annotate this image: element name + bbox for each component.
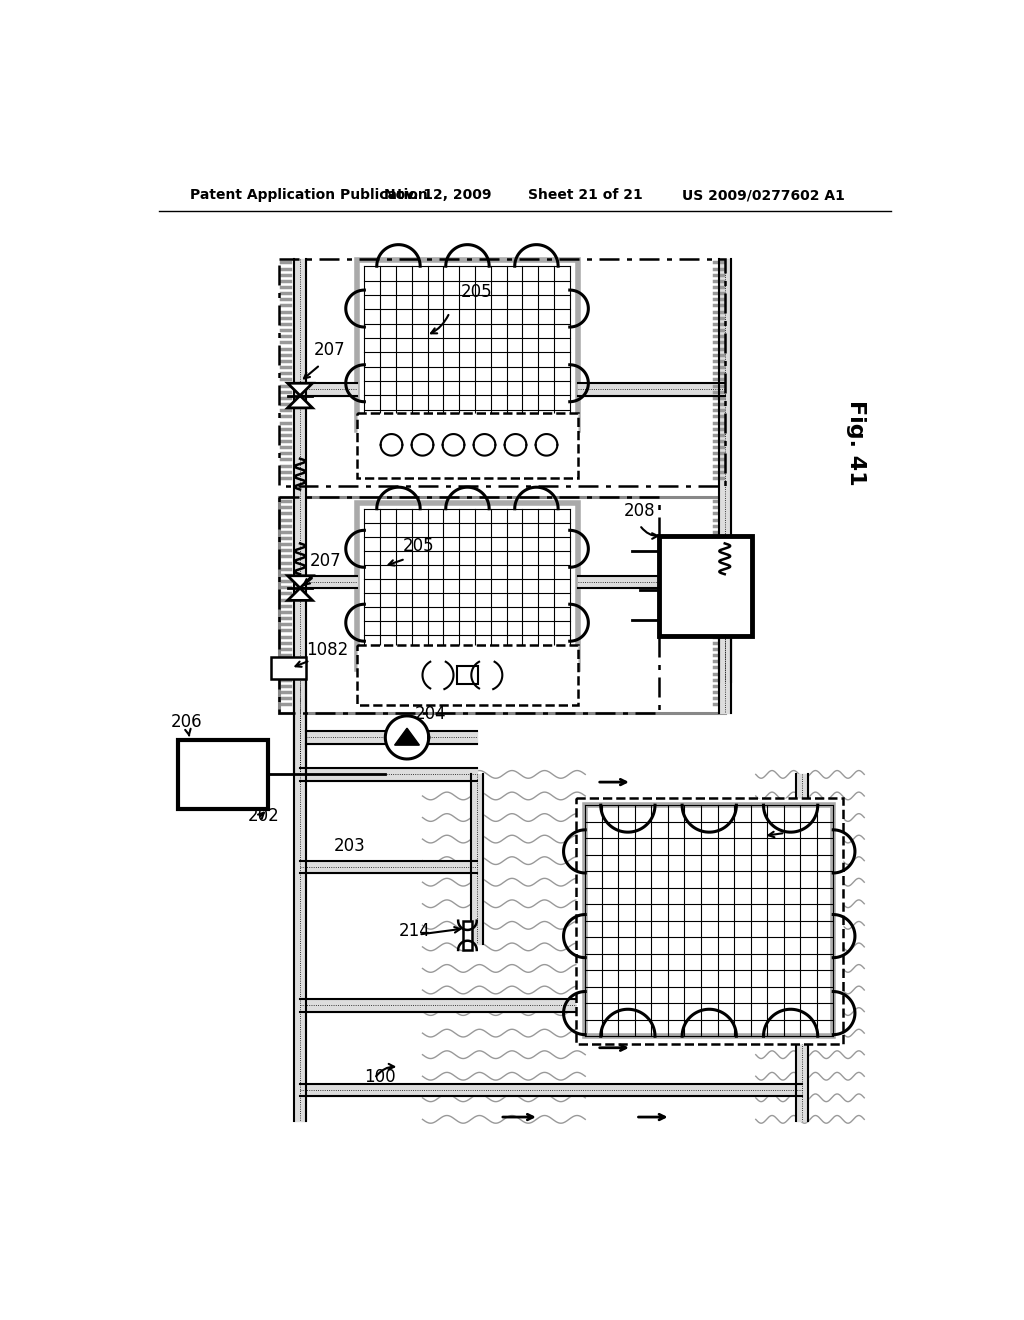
Text: 201: 201 — [783, 814, 815, 833]
Bar — [356, 260, 578, 430]
Bar — [280, 498, 725, 713]
Polygon shape — [385, 715, 429, 759]
Text: 203: 203 — [334, 837, 366, 855]
Text: 206: 206 — [171, 713, 203, 731]
Bar — [575, 797, 843, 1044]
Text: Sheet 21 of 21: Sheet 21 of 21 — [528, 189, 643, 202]
Text: Patent Application Publication: Patent Application Publication — [190, 189, 428, 202]
Polygon shape — [288, 383, 312, 396]
Text: 207: 207 — [310, 553, 342, 570]
Bar — [280, 498, 658, 713]
Bar — [356, 412, 578, 478]
Text: 208: 208 — [624, 503, 655, 520]
Bar — [356, 645, 578, 705]
Bar — [280, 259, 725, 486]
Text: US 2009/0277602 A1: US 2009/0277602 A1 — [682, 189, 845, 202]
Text: 214: 214 — [399, 923, 431, 940]
Bar — [178, 739, 267, 809]
Text: 1082: 1082 — [306, 642, 348, 659]
Polygon shape — [288, 589, 312, 601]
Bar — [586, 805, 834, 1036]
Text: 207: 207 — [314, 341, 346, 359]
Text: Nov. 12, 2009: Nov. 12, 2009 — [384, 189, 492, 202]
Text: 204: 204 — [415, 705, 446, 723]
Bar — [658, 536, 752, 636]
Polygon shape — [288, 576, 312, 589]
Text: Fig. 41: Fig. 41 — [847, 400, 866, 486]
Text: 202: 202 — [248, 807, 280, 825]
Bar — [271, 657, 306, 678]
Text: 205: 205 — [461, 282, 493, 301]
Bar — [463, 921, 472, 950]
Text: 205: 205 — [403, 537, 435, 556]
Polygon shape — [288, 396, 312, 408]
Bar — [356, 503, 578, 669]
Polygon shape — [394, 729, 420, 744]
Bar — [458, 665, 477, 684]
Text: 100: 100 — [365, 1068, 396, 1086]
